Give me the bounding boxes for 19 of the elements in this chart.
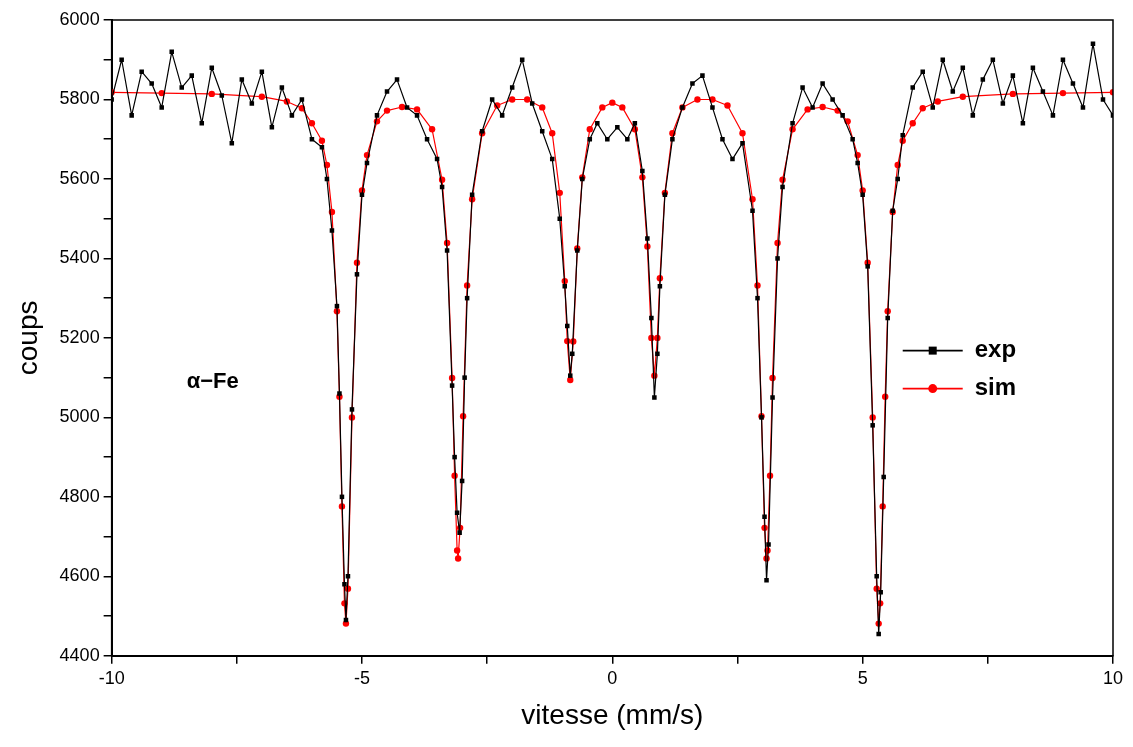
y-tick-label: 6000 [59, 8, 100, 29]
y-tick-label: 5400 [59, 247, 100, 268]
y-tick-label: 4800 [59, 485, 100, 506]
y-tick-label: 5600 [59, 167, 100, 188]
y-tick-label: 5800 [59, 88, 100, 109]
y-tick-label: 5000 [59, 406, 100, 427]
x-tick-label: -5 [353, 667, 370, 688]
x-axis-title: vitesse (mm/s) [521, 698, 704, 730]
x-tick-label: -10 [98, 667, 125, 688]
x-tick-label: 0 [607, 667, 618, 688]
y-tick-label: 5200 [59, 326, 100, 347]
x-tick-label: 5 [857, 667, 868, 688]
x-tick-label: 10 [1102, 667, 1124, 688]
annotation: α−Fe [186, 368, 239, 394]
y-tick-label: 4600 [59, 565, 100, 586]
legend-label: sim [974, 373, 1017, 401]
legend-label: exp [974, 335, 1017, 363]
y-axis-title: coups [11, 300, 43, 376]
y-tick-label: 4400 [59, 644, 100, 665]
